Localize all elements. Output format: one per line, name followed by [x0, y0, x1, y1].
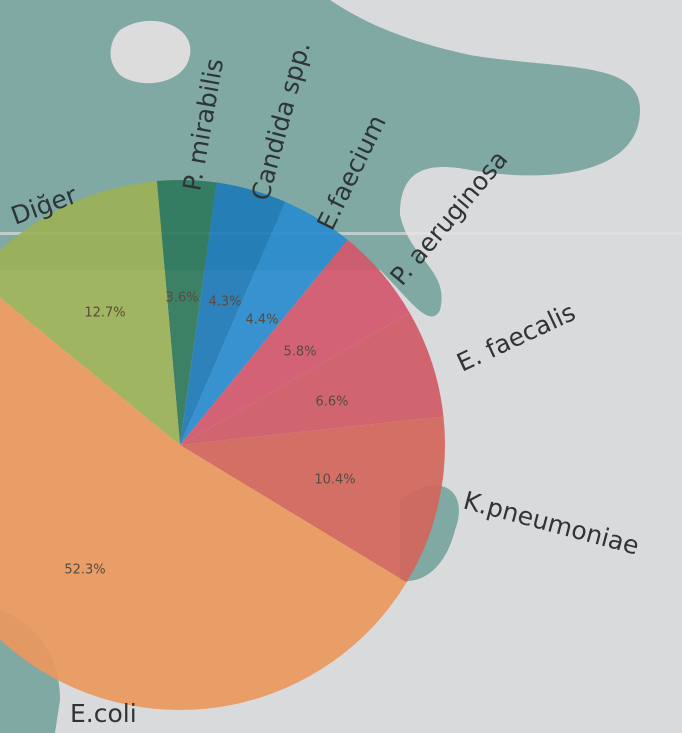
value-label: 5.8% — [283, 345, 316, 360]
pie-slice — [0, 181, 180, 445]
poster-fold — [0, 232, 682, 235]
value-label: 4.4% — [245, 313, 278, 328]
value-label: 6.6% — [315, 395, 348, 410]
pie-slice — [180, 239, 410, 445]
pie-slice — [156, 180, 217, 446]
pie-slice — [180, 182, 286, 446]
pie-slice — [180, 201, 348, 445]
value-label: 52.3% — [64, 563, 105, 578]
pie-slice — [180, 312, 444, 445]
value-label: 10.4% — [314, 473, 355, 488]
value-label: 3.6% — [165, 291, 198, 306]
blob-hole — [110, 20, 191, 84]
pie-slice — [180, 416, 445, 583]
pie-slice — [0, 297, 407, 710]
slice-label: E.coli — [70, 699, 137, 728]
value-label: 4.3% — [208, 295, 241, 310]
value-label: 12.7% — [84, 306, 125, 321]
